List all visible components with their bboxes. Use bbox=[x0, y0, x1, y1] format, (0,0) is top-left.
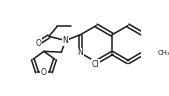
Text: N: N bbox=[78, 48, 83, 58]
Text: Cl: Cl bbox=[92, 60, 99, 69]
Text: CH₃: CH₃ bbox=[157, 50, 169, 56]
Text: O: O bbox=[41, 68, 47, 77]
Text: O: O bbox=[35, 38, 41, 48]
Text: N: N bbox=[63, 36, 68, 45]
